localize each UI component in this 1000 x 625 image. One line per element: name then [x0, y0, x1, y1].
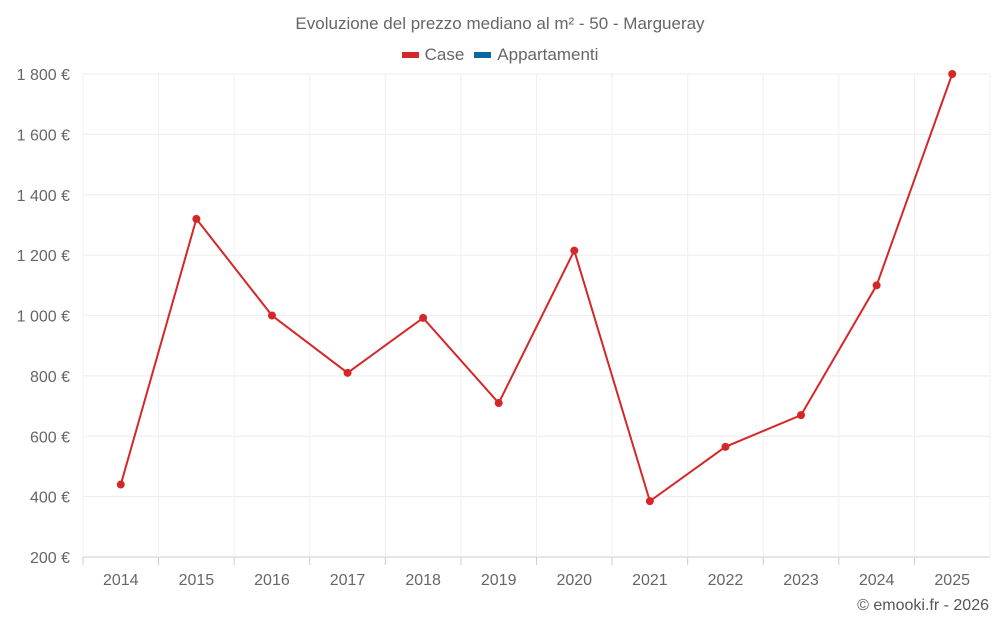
- y-tick-label: 1 000 €: [17, 309, 70, 326]
- legend-swatch-appartamenti: [474, 52, 492, 58]
- y-tick-label: 800 €: [30, 369, 70, 386]
- legend-item-case[interactable]: Case: [401, 45, 465, 65]
- data-point: [494, 399, 503, 408]
- data-point: [872, 281, 881, 290]
- data-point: [721, 442, 730, 451]
- legend-item-appartamenti[interactable]: Appartamenti: [474, 45, 598, 65]
- x-tick-label: 2018: [405, 572, 441, 589]
- legend-swatch-case: [401, 52, 419, 58]
- y-tick-label: 1 800 €: [17, 67, 70, 84]
- x-tick-label: 2015: [179, 572, 215, 589]
- x-tick-label: 2021: [632, 572, 668, 589]
- chart-title: Evoluzione del prezzo mediano al m² - 50…: [295, 14, 705, 33]
- legend-label-case: Case: [424, 45, 465, 64]
- y-tick-label: 600 €: [30, 429, 70, 446]
- legend-label-appartamenti: Appartamenti: [497, 45, 599, 64]
- y-tick-label: 1 200 €: [17, 248, 70, 265]
- x-tick-label: 2016: [254, 572, 290, 589]
- x-tick-label: 2022: [708, 572, 744, 589]
- data-point: [797, 411, 806, 420]
- x-tick-label: 2025: [934, 572, 970, 589]
- y-tick-label: 400 €: [30, 490, 70, 507]
- x-tick-label: 2023: [783, 572, 819, 589]
- y-tick-label: 1 600 €: [17, 127, 70, 144]
- x-tick-label: 2017: [330, 572, 366, 589]
- legend: Case Appartamenti: [0, 45, 1000, 65]
- data-point: [645, 497, 654, 506]
- x-tick-label: 2024: [859, 572, 895, 589]
- data-point: [948, 70, 957, 78]
- series-line-case: [119, 73, 954, 503]
- x-tick-label: 2019: [481, 572, 517, 589]
- data-point: [116, 480, 125, 489]
- y-tick-label: 200 €: [30, 550, 70, 567]
- data-point: [419, 313, 428, 322]
- data-point: [343, 368, 352, 377]
- x-tick-label: 2014: [103, 572, 139, 589]
- x-tick-label: 2020: [556, 572, 592, 589]
- credit: © emooki.fr - 2026: [857, 597, 989, 614]
- data-point: [267, 311, 276, 320]
- data-point: [192, 214, 201, 223]
- data-point: [570, 246, 579, 255]
- y-tick-label: 1 400 €: [17, 188, 70, 205]
